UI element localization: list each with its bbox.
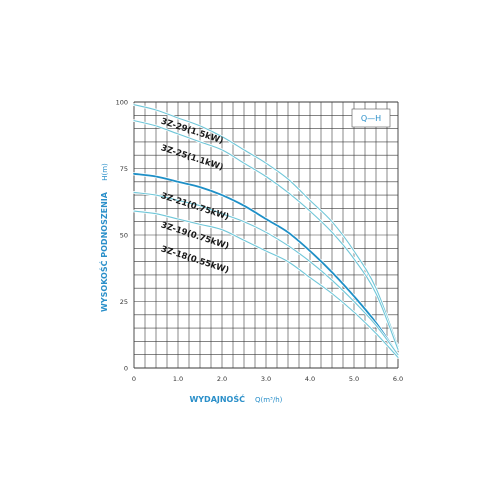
y-tick-label: 0 [124, 365, 128, 373]
y-tick-label: 100 [116, 99, 128, 107]
series-line [133, 104, 399, 348]
y-tick-label: 25 [120, 298, 128, 306]
series-line [133, 172, 399, 356]
legend-label: Q—H [361, 114, 381, 123]
x-tick-label: 2.0 [217, 375, 227, 383]
x-axis-unit: Q(m³/h) [255, 396, 283, 404]
tick-labels: 0 1.0 2.0 3.0 4.0 5.0 6.0 0 25 50 75 100 [116, 99, 404, 384]
series-lines [132, 103, 400, 359]
legend-box [351, 108, 391, 128]
x-tick-label: 6.0 [393, 375, 403, 383]
x-tick-label: 1.0 [173, 375, 183, 383]
y-axis-title: WYSOKOŚĆ PODNOSZENIA H(m) [98, 163, 109, 312]
y-axis-unit: H(m) [101, 163, 109, 181]
x-tick-label: 4.0 [305, 375, 315, 383]
x-axis-label: WYDAJNOŚĆ [189, 393, 245, 404]
x-tick-label: 0 [132, 375, 136, 383]
grid [133, 101, 399, 369]
y-tick-label: 75 [120, 165, 128, 173]
series-line [133, 191, 399, 356]
y-axis-label: WYSOKOŚĆ PODNOSZENIA [98, 191, 109, 312]
x-axis-title: WYDAJNOŚĆ Q(m³/h) [189, 393, 282, 404]
y-tick-label: 50 [120, 232, 128, 240]
series-line [133, 210, 399, 358]
series-line [133, 120, 399, 350]
legend: Q—H [351, 108, 391, 128]
x-tick-label: 5.0 [349, 375, 359, 383]
x-tick-label: 3.0 [261, 375, 271, 383]
